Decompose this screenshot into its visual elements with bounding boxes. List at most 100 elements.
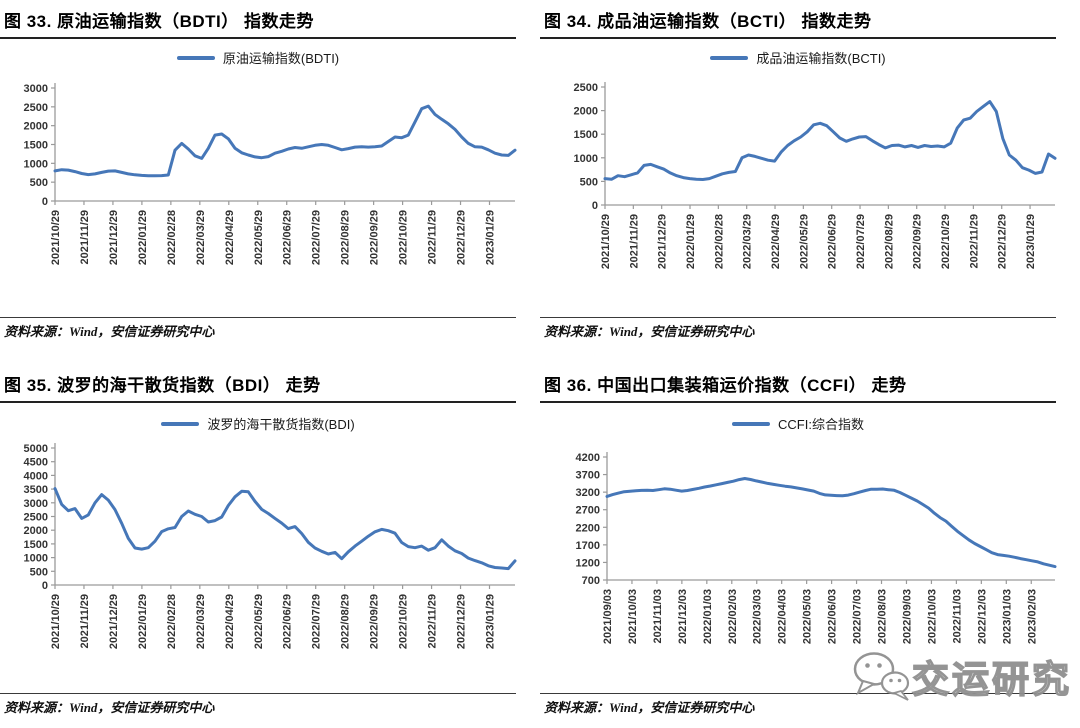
legend-label: 成品油运输指数(BCTI) [756, 51, 886, 66]
y-tick-label: 2000 [24, 525, 48, 537]
y-tick-label: 3500 [24, 484, 48, 496]
y-tick-label: 1700 [576, 540, 600, 552]
y-tick-label: 2500 [24, 102, 48, 114]
series-line [605, 477, 1057, 569]
x-tick-label: 2022/02/28 [166, 594, 178, 649]
x-tick-label: 2022/05/29 [798, 214, 810, 269]
y-tick-label: 3000 [24, 83, 48, 95]
y-tick-label: 2700 [576, 505, 600, 517]
x-tick-label: 2022/01/29 [137, 210, 149, 265]
x-tick-label: 2022/08/29 [340, 210, 352, 265]
x-tick-label: 2022/08/03 [877, 589, 889, 644]
y-tick-label: 1500 [24, 539, 48, 551]
source-divider [540, 317, 1056, 318]
x-tick-label: 2022/02/03 [727, 589, 739, 644]
figure-bdti: 图 33. 原油运输指数（BDTI） 指数走势 0 500 1000 1500 2000… [0, 0, 540, 364]
x-tick-label: 2021/10/29 [600, 214, 612, 269]
x-tick-label: 2022/06/29 [282, 594, 294, 649]
figure-bdi: 图 35. 波罗的海干散货指数（BDI） 走势 0 500 1000 1500 2000… [0, 364, 540, 728]
x-tick-label: 2022/12/29 [456, 594, 468, 649]
x-tick-label: 2021/09/03 [602, 589, 614, 644]
source-note: 资料来源：Wind，安信证券研究中心 [544, 700, 755, 715]
y-tick-label: 500 [580, 176, 598, 188]
y-tick-label: 1500 [24, 140, 48, 152]
title-underline [540, 37, 1056, 39]
x-tick-label: 2022/07/29 [855, 214, 867, 269]
legend-label: CCFI:综合指数 [778, 417, 864, 432]
bdti-line-chart: 0 500 1000 1500 2000 2500 3000 2021/10/29 2021/1… [24, 83, 517, 265]
x-tick-label: 2021/11/29 [628, 214, 640, 268]
bdi-line-chart: 0500100015002000250030003500400045005000… [24, 443, 517, 649]
title-underline [540, 401, 1056, 403]
source-divider [540, 693, 1056, 694]
x-tick-label: 2023/02/03 [1026, 589, 1038, 644]
legend-line-swatch [710, 55, 749, 60]
x-tick-label: 2022/09/29 [912, 214, 924, 269]
figure-bcti: 图 34. 成品油运输指数（BCTI） 指数走势 0 500 1000 1500 200… [540, 0, 1080, 364]
figure-title: 图 33. 原油运输指数（BDTI） 指数走势 [4, 12, 314, 31]
chart-legend: CCFI:综合指数 [540, 414, 1056, 433]
ccfi-line-chart: 700 1200 1700 2200 2700 3200 3700 4200 2021/09/0… [576, 452, 1057, 644]
title-underline [0, 401, 516, 403]
x-tick-label: 2022/02/28 [713, 214, 725, 269]
y-tick-label: 4000 [24, 470, 48, 482]
x-tick-label: 2022/09/29 [369, 210, 381, 265]
x-tick-label: 2022/09/03 [901, 589, 913, 644]
series-line [53, 487, 517, 571]
x-tick-label: 2022/12/29 [997, 214, 1009, 269]
legend-line-swatch [176, 55, 215, 60]
figure-title: 图 36. 中国出口集装箱运价指数（CCFI） 走势 [544, 376, 907, 395]
x-tick-label: 2022/11/29 [968, 214, 980, 268]
y-tick-label: 2000 [574, 106, 598, 118]
x-tick-label: 2022/10/29 [940, 214, 952, 269]
x-tick-label: 2022/11/03 [951, 589, 963, 643]
x-tick-label: 2022/04/29 [224, 210, 236, 265]
x-tick-label: 2022/12/03 [976, 589, 988, 644]
x-tick-label: 2021/12/29 [108, 594, 120, 649]
x-tick-label: 2021/12/29 [657, 214, 669, 269]
source-note: 资料来源：Wind，安信证券研究中心 [4, 700, 215, 715]
figure-title: 图 34. 成品油运输指数（BCTI） 指数走势 [544, 12, 872, 31]
y-tick-label: 0 [592, 200, 598, 212]
x-tick-label: 2022/06/29 [282, 210, 294, 265]
chart-legend: 成品油运输指数(BCTI) [540, 48, 1056, 67]
x-tick-label: 2022/01/29 [137, 594, 149, 649]
x-tick-label: 2022/11/29 [427, 210, 439, 264]
legend-line-swatch [161, 421, 200, 426]
y-tick-label: 0 [42, 196, 48, 208]
chart-legend: 原油运输指数(BDTI) [0, 48, 516, 67]
legend-line-swatch [732, 421, 771, 426]
x-tick-label: 2021/12/29 [108, 210, 120, 265]
x-tick-label: 2022/05/29 [253, 594, 265, 649]
title-underline [0, 37, 516, 39]
x-tick-label: 2022/01/29 [685, 214, 697, 269]
x-tick-label: 2022/10/29 [398, 210, 410, 265]
x-tick-label: 2022/05/03 [802, 589, 814, 644]
x-tick-label: 2023/01/29 [485, 594, 497, 649]
x-tick-label: 2022/08/29 [883, 214, 895, 269]
x-tick-label: 2022/05/29 [253, 210, 265, 265]
source-note: 资料来源：Wind，安信证券研究中心 [4, 324, 215, 339]
x-tick-label: 2022/07/03 [852, 589, 864, 644]
x-tick-label: 2021/11/29 [79, 594, 91, 648]
x-tick-label: 2023/01/29 [1025, 214, 1037, 269]
x-tick-label: 2023/01/29 [485, 210, 497, 265]
series-line [603, 100, 1057, 181]
y-tick-label: 3200 [576, 487, 600, 499]
y-tick-label: 500 [30, 177, 48, 189]
x-tick-label: 2022/08/29 [340, 594, 352, 649]
y-tick-label: 1000 [24, 158, 48, 170]
x-tick-label: 2022/09/29 [369, 594, 381, 649]
x-tick-label: 2023/01/03 [1001, 589, 1013, 644]
x-tick-label: 2022/06/03 [827, 589, 839, 644]
legend-label: 波罗的海干散货指数(BDI) [207, 417, 355, 432]
x-tick-label: 2022/04/29 [770, 214, 782, 269]
y-tick-label: 3000 [24, 498, 48, 510]
chart-legend: 波罗的海干散货指数(BDI) [0, 414, 516, 433]
x-tick-label: 2022/04/29 [224, 594, 236, 649]
x-tick-label: 2021/11/29 [79, 210, 91, 264]
y-tick-label: 1500 [574, 129, 598, 141]
y-tick-label: 5000 [24, 443, 48, 455]
x-tick-label: 2022/03/29 [195, 594, 207, 649]
y-tick-label: 2500 [24, 512, 48, 524]
